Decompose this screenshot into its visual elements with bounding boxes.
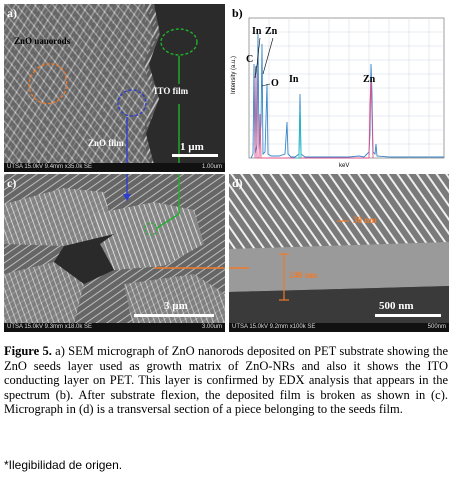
edx-peak-in-1: In: [252, 26, 262, 37]
footer-d-right: 500nm: [427, 324, 446, 330]
caption-text: a) SEM micrograph of ZnO nanorods deposi…: [4, 344, 449, 417]
scale-bar-a-label: 1 µm: [180, 141, 204, 153]
edx-peak-o: O: [271, 78, 279, 89]
edx-peak-c: C: [246, 54, 254, 65]
sem-texture-d: [229, 174, 449, 332]
scale-bar-c: [134, 314, 214, 317]
panel-b-label: b): [232, 6, 243, 20]
edx-peak-in-2: In: [289, 74, 299, 85]
figure-label: Figure 5.: [4, 344, 52, 358]
measure-30nm: 30 nm: [353, 215, 377, 225]
panel-d-label: d): [232, 176, 243, 190]
scale-bar-d-label: 500 nm: [379, 300, 414, 312]
measure-240nm: 240 nm: [289, 270, 318, 280]
edx-spectrum: Intensity (a.u.) keV: [231, 17, 445, 169]
sem-texture-a: [4, 4, 225, 172]
source-note: *Ilegibilidad de origen.: [4, 458, 123, 472]
sem-footer-c: UTSA 15.0kV 9.3mm x18.0k SE 3.00um: [4, 323, 225, 332]
edx-panel-b: Intensity (a.u.) keV b) In Zn C O In Zn: [229, 4, 449, 172]
sem-panel-c: c) 3 µm UTSA 15.0kV 9.3mm x18.0k SE 3.00…: [4, 174, 225, 332]
edx-xlabel: keV: [339, 163, 349, 169]
scale-bar-d: [375, 314, 441, 317]
figure-caption: Figure 5. a) SEM micrograph of ZnO nanor…: [4, 344, 448, 417]
footer-c-left: UTSA 15.0kV 9.3mm x18.0k SE: [7, 324, 93, 330]
sem-footer-d: UTSA 15.0kV 9.2mm x100k SE 500nm: [229, 323, 449, 332]
sem-panel-d: d) 30 nm 240 nm 500 nm UTSA 15.0kV 9.2mm…: [229, 174, 449, 332]
panel-c-label: c): [7, 176, 17, 190]
sem-footer-a: UTSA 15.0kV 9.4mm x35.0k SE 1.00um: [4, 163, 225, 172]
scale-bar-c-label: 3 µm: [164, 300, 188, 312]
edx-ylabel: Intensity (a.u.): [231, 56, 237, 94]
edx-peak-zn-1: Zn: [265, 26, 278, 37]
scale-bar-a: [172, 154, 218, 157]
footer-a-right: 1.00um: [201, 164, 222, 170]
sem-panel-a: a) ZnO nanorods ZnO film ITO film 1 µm U…: [4, 4, 225, 172]
footer-d-left: UTSA 15.0kV 9.2mm x100k SE: [232, 324, 316, 330]
zno-nanorods-label: ZnO nanorods: [14, 36, 71, 46]
sem-texture-c: [4, 174, 225, 332]
edx-peak-zn-2: Zn: [363, 74, 376, 85]
zno-film-label: ZnO film: [88, 138, 124, 148]
panel-a-label: a): [7, 6, 17, 20]
ito-film-label: ITO film: [154, 86, 189, 96]
footer-a-left: UTSA 15.0kV 9.4mm x35.0k SE: [7, 164, 93, 170]
footer-c-right: 3.00um: [201, 324, 222, 330]
